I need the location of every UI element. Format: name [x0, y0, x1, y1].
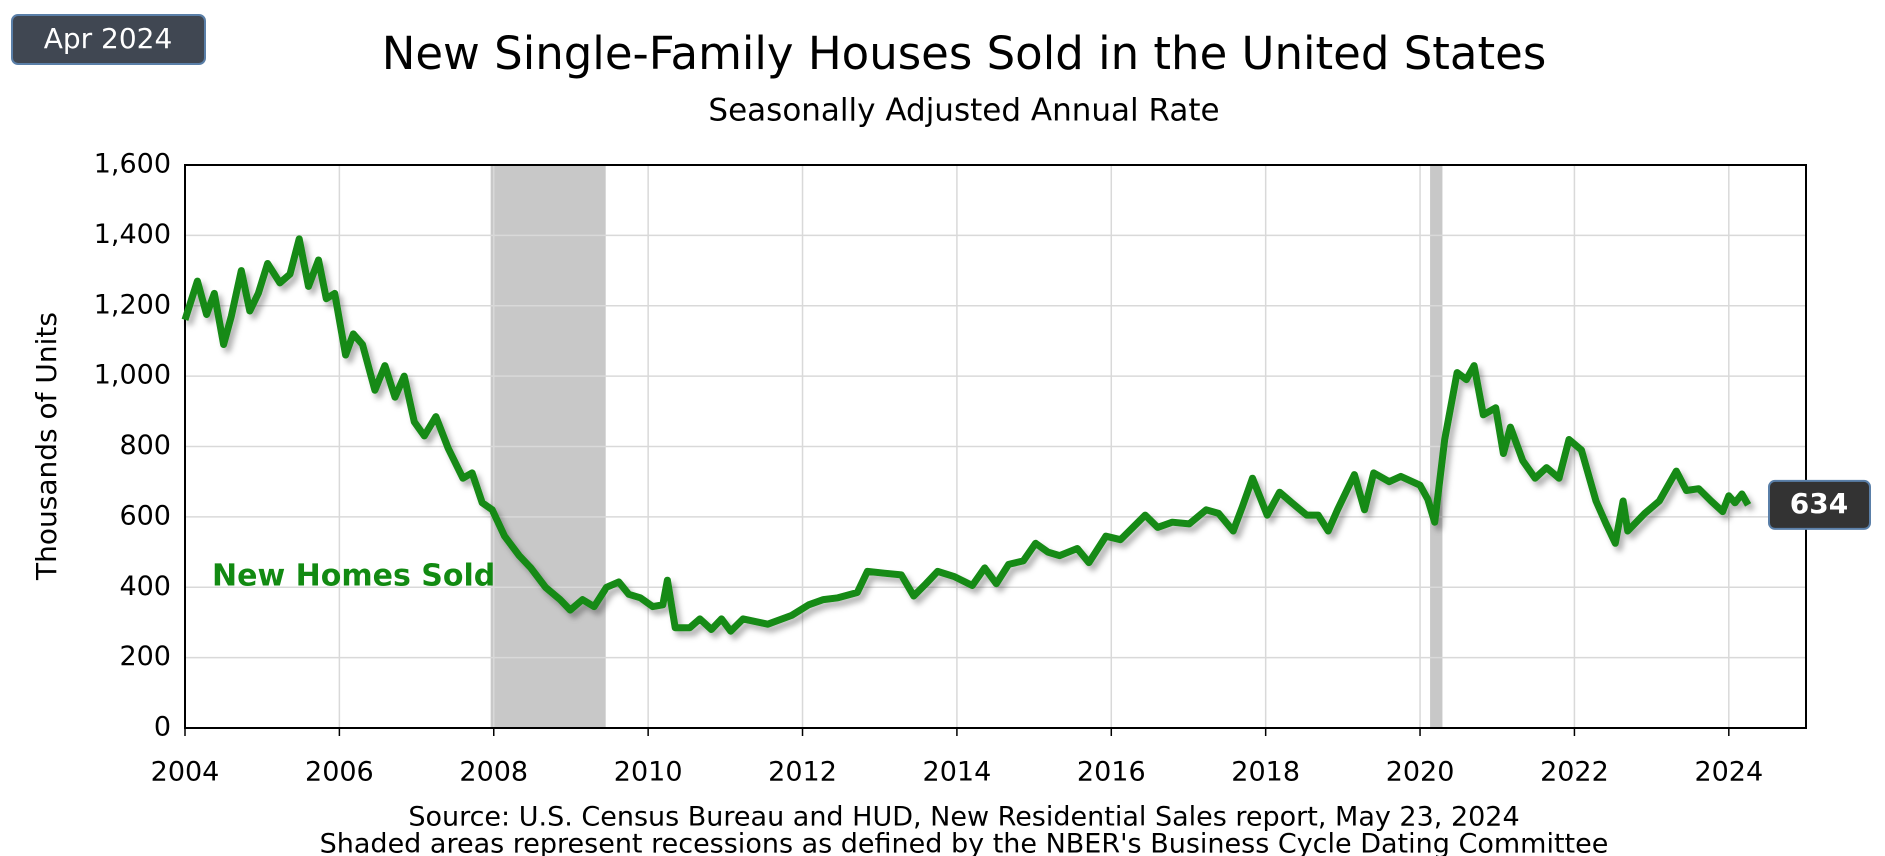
last-value-badge [1768, 479, 1871, 530]
date-badge [11, 14, 206, 65]
y-tick-label: 200 [119, 641, 171, 672]
x-tick-label: 2004 [151, 757, 220, 788]
y-tick-label: 1,400 [94, 219, 171, 250]
note: Shaded areas represent recessions as def… [320, 829, 1609, 856]
y-tick-label: 1,600 [94, 149, 171, 180]
series-label: New Homes Sold [212, 559, 495, 594]
x-tick-label: 2014 [923, 757, 992, 788]
x-tick-label: 2020 [1386, 757, 1455, 788]
chart-subtitle: Seasonally Adjusted Annual Rate [708, 93, 1219, 129]
x-tick-label: 2018 [1231, 757, 1300, 788]
y-axis-label: Thousands of Units [30, 312, 63, 581]
x-tick-label: 2006 [305, 757, 374, 788]
y-tick-label: 1,000 [94, 360, 171, 391]
y-tick-label: 0 [154, 712, 171, 743]
data-line [181, 235, 1752, 635]
source: Source: U.S. Census Bureau and HUD, New … [408, 802, 1519, 833]
date-badge-text: Apr 2024 [44, 22, 173, 55]
y-tick-label: 600 [119, 500, 171, 531]
x-tick-label: 2022 [1540, 757, 1609, 788]
x-tick-label: 2024 [1694, 757, 1763, 788]
x-tick-label: 2016 [1077, 757, 1146, 788]
chart-title: New Single-Family Houses Sold in the Uni… [382, 27, 1547, 80]
plot-frame [184, 164, 1807, 729]
x-tick-label: 2012 [768, 757, 837, 788]
y-tick-label: 1,200 [94, 289, 171, 320]
y-tick-label: 800 [119, 430, 171, 461]
y-tick-label: 400 [119, 571, 171, 602]
x-tick-label: 2008 [459, 757, 528, 788]
x-tick-label: 2010 [614, 757, 683, 788]
last-value-label: 634 [1790, 487, 1848, 520]
